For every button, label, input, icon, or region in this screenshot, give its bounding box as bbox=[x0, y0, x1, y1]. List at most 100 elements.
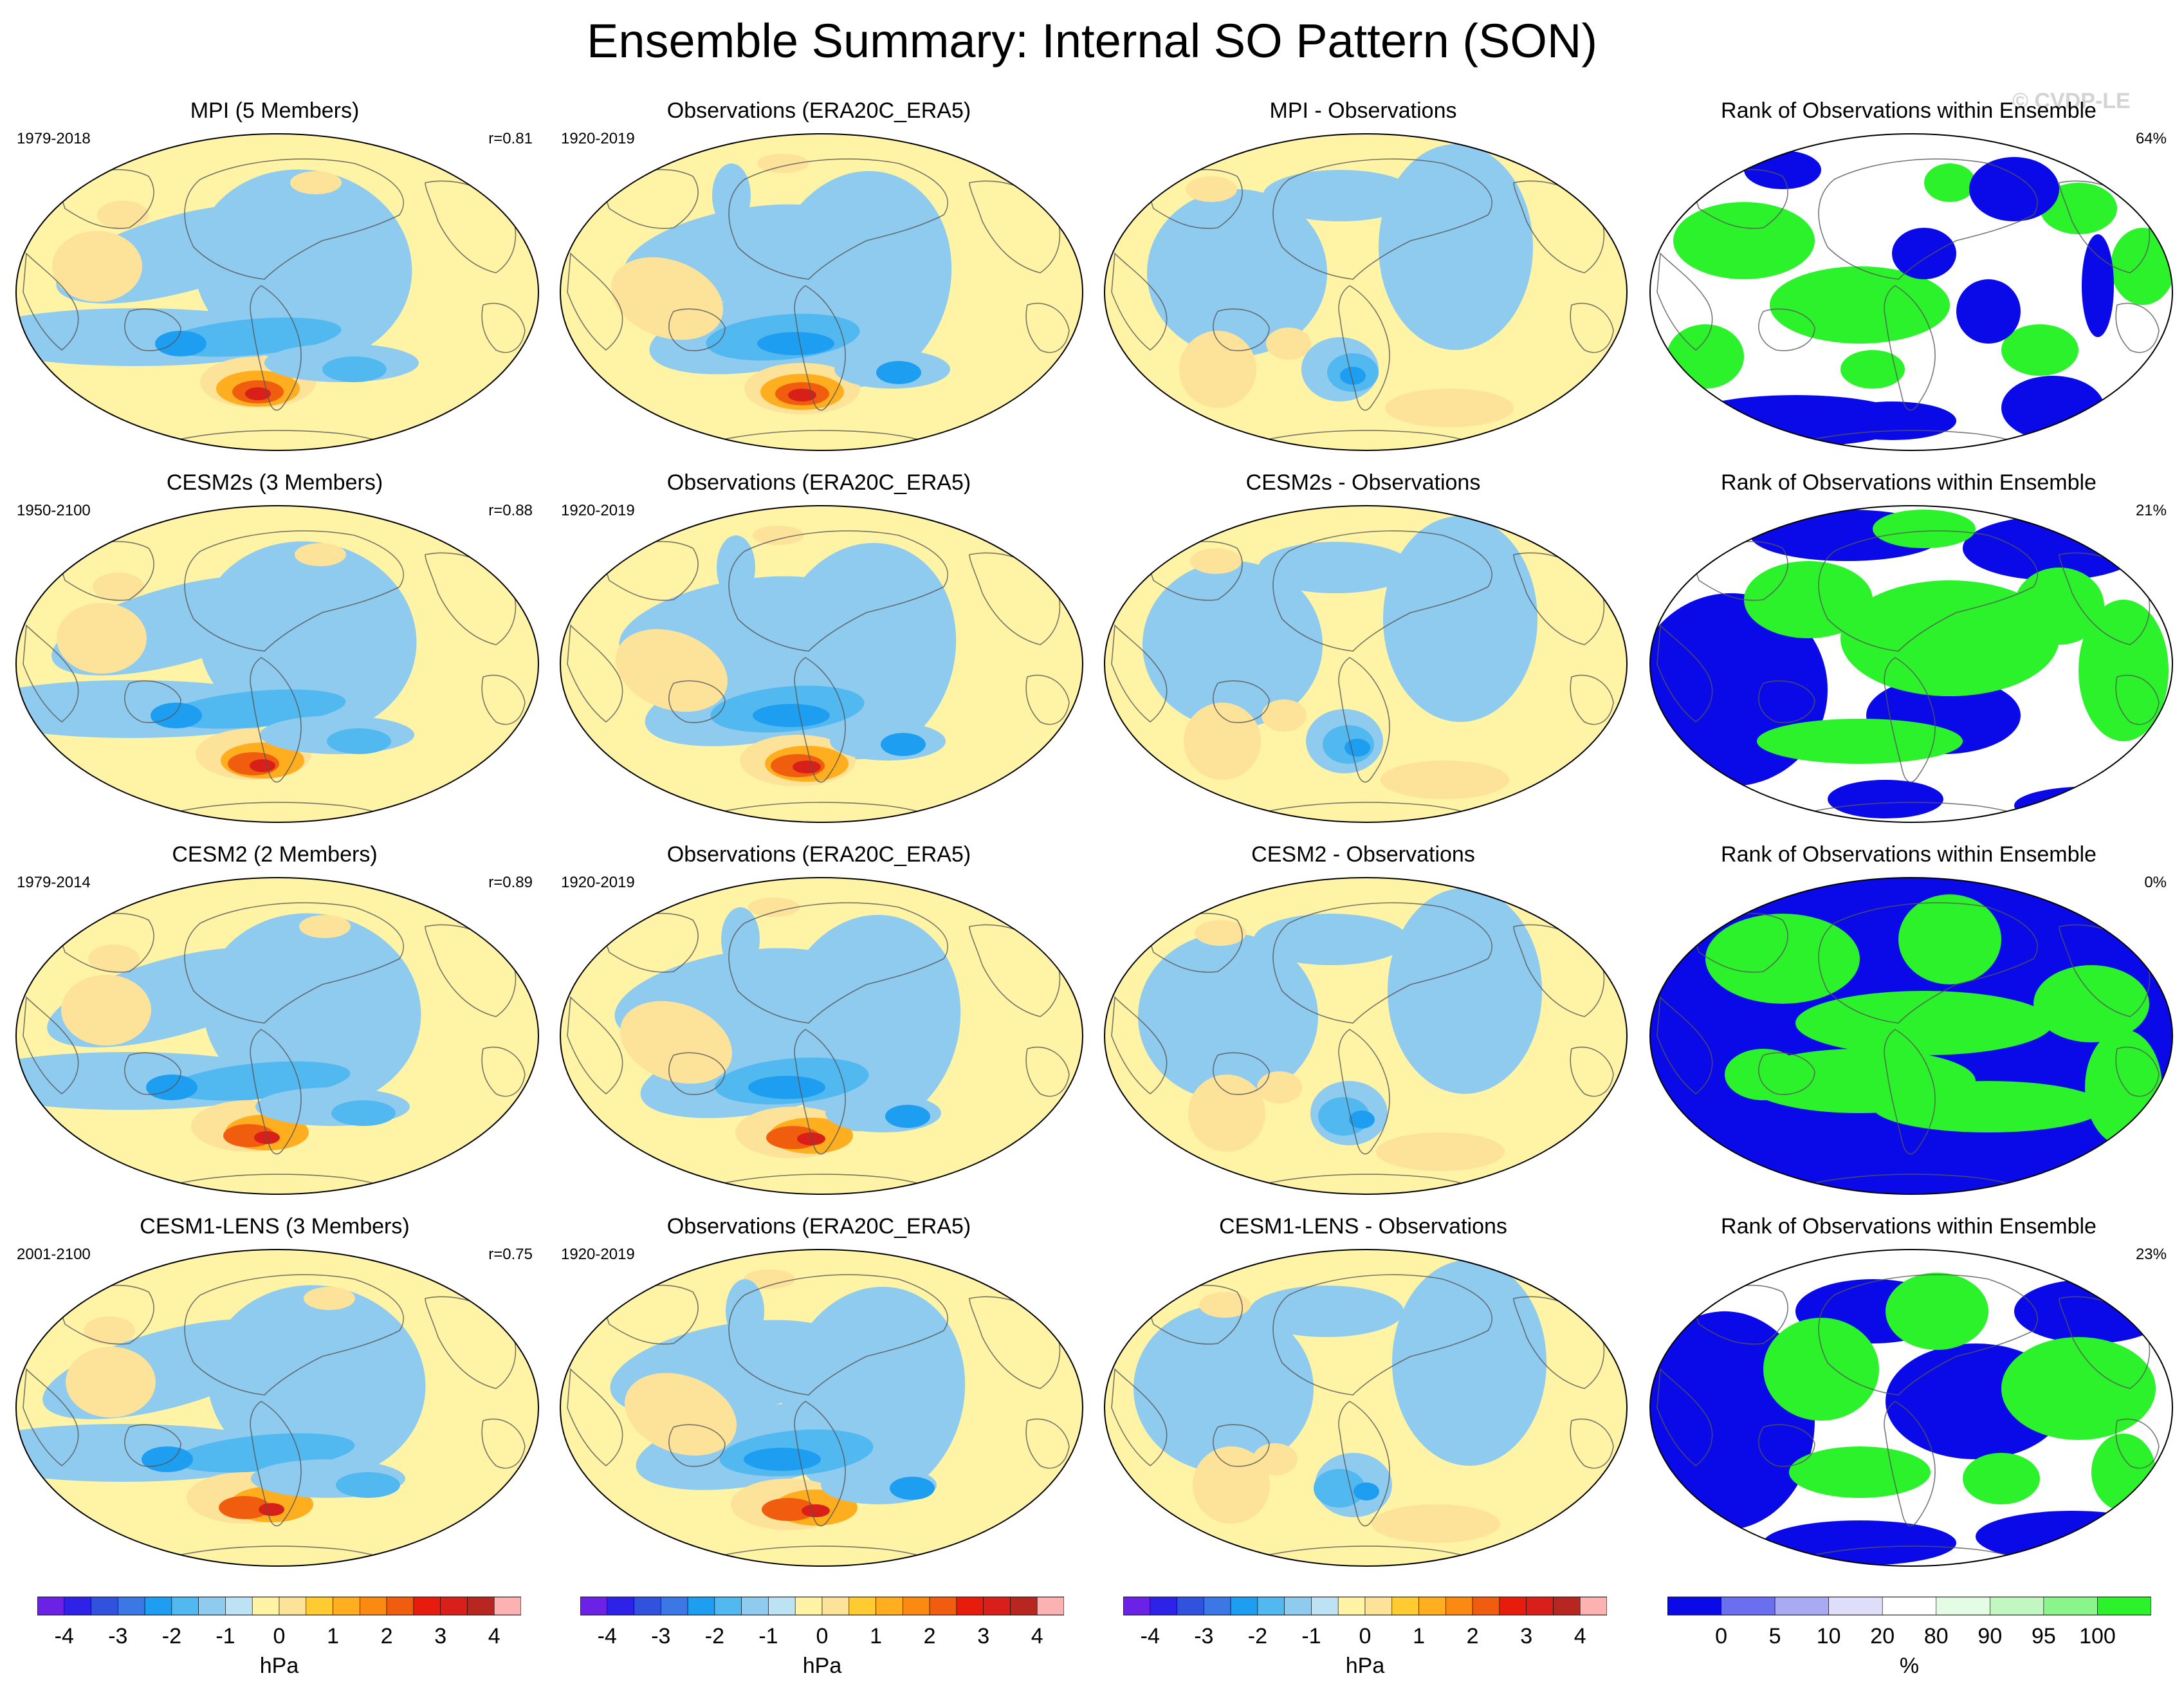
contour-region bbox=[1147, 189, 1327, 356]
contour-region bbox=[1266, 328, 1311, 360]
colorbar-swatch bbox=[1499, 1596, 1527, 1616]
contour-region bbox=[161, 317, 342, 357]
colorbar-tick-label: 2 bbox=[381, 1624, 393, 1648]
colorbar-swatch bbox=[929, 1596, 957, 1616]
colorbar-swatch bbox=[1364, 1596, 1393, 1616]
anomaly-map bbox=[15, 877, 539, 1195]
panel-title: Observations (ERA20C_ERA5) bbox=[666, 98, 971, 123]
rank-region bbox=[1705, 914, 1860, 1004]
colorbar-tick-label: 0 bbox=[816, 1624, 829, 1648]
colorbar-swatch bbox=[225, 1596, 253, 1616]
rank-region bbox=[1956, 279, 2021, 344]
colorbar-swatch bbox=[794, 1596, 823, 1616]
rank-map bbox=[1649, 505, 2173, 823]
colorbar-swatch bbox=[1828, 1596, 1883, 1616]
contour-region bbox=[1186, 176, 1237, 202]
contour-region bbox=[331, 1100, 396, 1126]
map-panel-obs: Observations (ERA20C_ERA5) 1920-2019 bbox=[552, 94, 1086, 454]
contour-region bbox=[624, 1372, 737, 1456]
colorbar-swatch bbox=[1579, 1596, 1608, 1616]
anomaly-colorbar: -4 -3 -2 -1 0 1 2 3 4 hPa bbox=[580, 1596, 1065, 1679]
contour-region bbox=[1188, 1075, 1265, 1152]
anomaly-map bbox=[1104, 1249, 1628, 1567]
contour-region bbox=[1340, 367, 1366, 385]
contour-region bbox=[619, 1001, 733, 1084]
colorbar-unit-label: hPa bbox=[802, 1654, 842, 1678]
contour-region bbox=[1184, 703, 1261, 780]
panel-title: Rank of Observations within Ensemble bbox=[1721, 1214, 2097, 1239]
colorbar-tick-label: 4 bbox=[1031, 1624, 1043, 1648]
contour-region bbox=[57, 603, 147, 674]
contour-region bbox=[1199, 1292, 1251, 1318]
contour-region bbox=[1249, 1286, 1404, 1337]
colorbar-swatch bbox=[768, 1596, 796, 1616]
colorbar-tick-label: 1 bbox=[870, 1624, 882, 1648]
contour-region bbox=[327, 728, 391, 754]
colorbar-swatch bbox=[2097, 1596, 2152, 1616]
colorbar-tick-label: 80 bbox=[1924, 1624, 1949, 1648]
rank-map bbox=[1649, 877, 2173, 1195]
contour-region bbox=[744, 1448, 821, 1471]
colorbar-tick-label: 1 bbox=[1413, 1624, 1425, 1648]
rank-colorbar: 0 5 10 20 80 90 95 100% bbox=[1667, 1596, 2152, 1679]
colorbar-swatch bbox=[386, 1596, 414, 1616]
panel-title: CESM2 - Observations bbox=[1251, 842, 1475, 867]
colorbar-swatch bbox=[741, 1596, 769, 1616]
colorbar-swatch bbox=[821, 1596, 850, 1616]
rank-region bbox=[1770, 266, 1950, 344]
contour-region bbox=[245, 387, 271, 400]
map-border bbox=[1649, 505, 2173, 823]
map-border bbox=[1649, 877, 2173, 1195]
rank-region bbox=[1924, 163, 1976, 202]
year-range-label: 1920-2019 bbox=[561, 1246, 635, 1263]
rank-percent-label: 21% bbox=[2135, 502, 2167, 519]
contour-region bbox=[1254, 914, 1408, 965]
colorbar-swatch bbox=[1418, 1596, 1446, 1616]
rank-region bbox=[1898, 894, 2001, 984]
colorbar-swatch bbox=[1667, 1596, 1721, 1616]
panel-title: Rank of Observations within Ensemble bbox=[1721, 842, 2097, 867]
rank-field bbox=[1650, 1250, 2172, 1566]
colorbar-swatch bbox=[333, 1596, 360, 1616]
panel-title: Rank of Observations within Ensemble bbox=[1721, 98, 2097, 123]
contour-region bbox=[290, 171, 342, 194]
contour-region bbox=[753, 704, 830, 727]
colorbar-swatch bbox=[252, 1596, 280, 1616]
contour-region bbox=[753, 526, 804, 545]
rank-region bbox=[2001, 1337, 2156, 1440]
colorbar-tick-label: 5 bbox=[1769, 1624, 1781, 1648]
contour-region bbox=[259, 1503, 284, 1516]
anomaly-map bbox=[560, 1249, 1083, 1567]
rank-region bbox=[1763, 1520, 1956, 1565]
colorbar-tick-label: -4 bbox=[1141, 1624, 1160, 1648]
contour-region bbox=[762, 1498, 816, 1521]
map-panel-rank: Rank of Observations within Ensemble 21% bbox=[1642, 466, 2176, 826]
anomaly-field bbox=[16, 1250, 538, 1566]
map-panel-rank: Rank of Observations within Ensemble 23% bbox=[1642, 1210, 2176, 1570]
colorbar-tick-label: 20 bbox=[1870, 1624, 1895, 1648]
contour-region bbox=[151, 703, 202, 728]
anomaly-field bbox=[1105, 878, 1627, 1194]
colorbar-tick-label: 2 bbox=[1467, 1624, 1479, 1648]
anomaly-colorbar: -4 -3 -2 -1 0 1 2 3 4 hPa bbox=[1123, 1596, 1608, 1679]
map-panel-model: MPI (5 Members) 1979-2018 r=0.81 bbox=[8, 94, 542, 454]
anomaly-field bbox=[560, 878, 1083, 1194]
rank-field bbox=[1650, 134, 2172, 450]
anomaly-map bbox=[560, 505, 1083, 823]
contour-region bbox=[712, 163, 751, 228]
rank-region bbox=[1795, 991, 2053, 1055]
contour-region bbox=[1257, 1071, 1302, 1103]
colorbar-swatch bbox=[1337, 1596, 1366, 1616]
colorbar-unit-label: hPa bbox=[259, 1654, 299, 1678]
anomaly-map bbox=[15, 1249, 539, 1567]
rank-region bbox=[1667, 324, 1744, 389]
map-panel-obs: Observations (ERA20C_ERA5) 1920-2019 bbox=[552, 1210, 1086, 1570]
contour-region bbox=[615, 629, 728, 712]
colorbar-swatch bbox=[1311, 1596, 1339, 1616]
rank-region bbox=[1963, 1453, 2040, 1504]
contour-region bbox=[97, 201, 149, 229]
colorbar-swatch bbox=[1721, 1596, 1776, 1616]
contour-region bbox=[219, 1496, 270, 1519]
rank-region bbox=[2091, 1434, 2156, 1511]
contour-region bbox=[1179, 331, 1256, 408]
